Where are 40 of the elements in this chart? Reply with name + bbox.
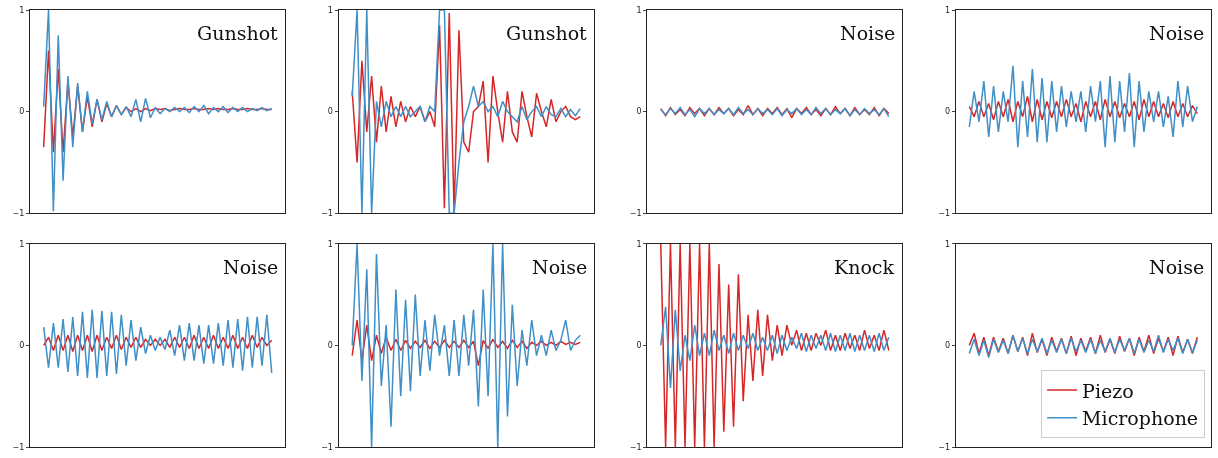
text: Noise: [1149, 256, 1205, 278]
y-tick-label: −1: [629, 209, 642, 219]
line-series: [42, 309, 273, 379]
y-tick-label: 1: [327, 239, 333, 249]
line-series: [968, 95, 1199, 123]
legend-label: Piezo: [1082, 379, 1134, 402]
y-tick-label: −1: [938, 442, 951, 452]
text: Noise: [1149, 22, 1205, 44]
y-tick-label: 1: [944, 5, 951, 15]
text: Knock: [834, 256, 895, 278]
y-tick-label: 0: [636, 341, 642, 351]
y-tick-label: 0: [19, 107, 25, 117]
text: Noise: [223, 256, 279, 278]
y-tick-label: 1: [636, 239, 642, 249]
y-tick-label: −1: [12, 209, 25, 219]
y-tick-label: −1: [629, 442, 642, 452]
y-tick-label: 0: [944, 107, 951, 117]
text: Noise: [532, 256, 588, 278]
y-tick-label: 1: [19, 239, 25, 249]
y-tick-label: −1: [938, 209, 951, 219]
text: Gunshot: [197, 22, 279, 44]
y-tick-label: 1: [19, 5, 25, 15]
y-tick-label: 0: [327, 341, 333, 351]
y-tick-label: −1: [321, 209, 333, 219]
line-series: [351, 319, 581, 367]
text: Noise: [840, 22, 896, 44]
text: Gunshot: [506, 22, 588, 44]
y-tick-label: 1: [327, 5, 333, 15]
line-series: [42, 334, 273, 353]
line-series: [968, 65, 1199, 148]
y-tick-label: −1: [12, 442, 25, 452]
y-tick-label: 1: [636, 5, 642, 15]
y-tick-label: 0: [327, 107, 333, 117]
y-tick-label: 0: [636, 107, 642, 117]
y-tick-label: 1: [944, 239, 951, 249]
line-series: [660, 306, 890, 389]
y-tick-label: −1: [321, 442, 333, 452]
y-tick-label: 0: [19, 341, 25, 351]
y-tick-label: 0: [944, 341, 951, 351]
legend-label: Microphone: [1082, 407, 1199, 430]
